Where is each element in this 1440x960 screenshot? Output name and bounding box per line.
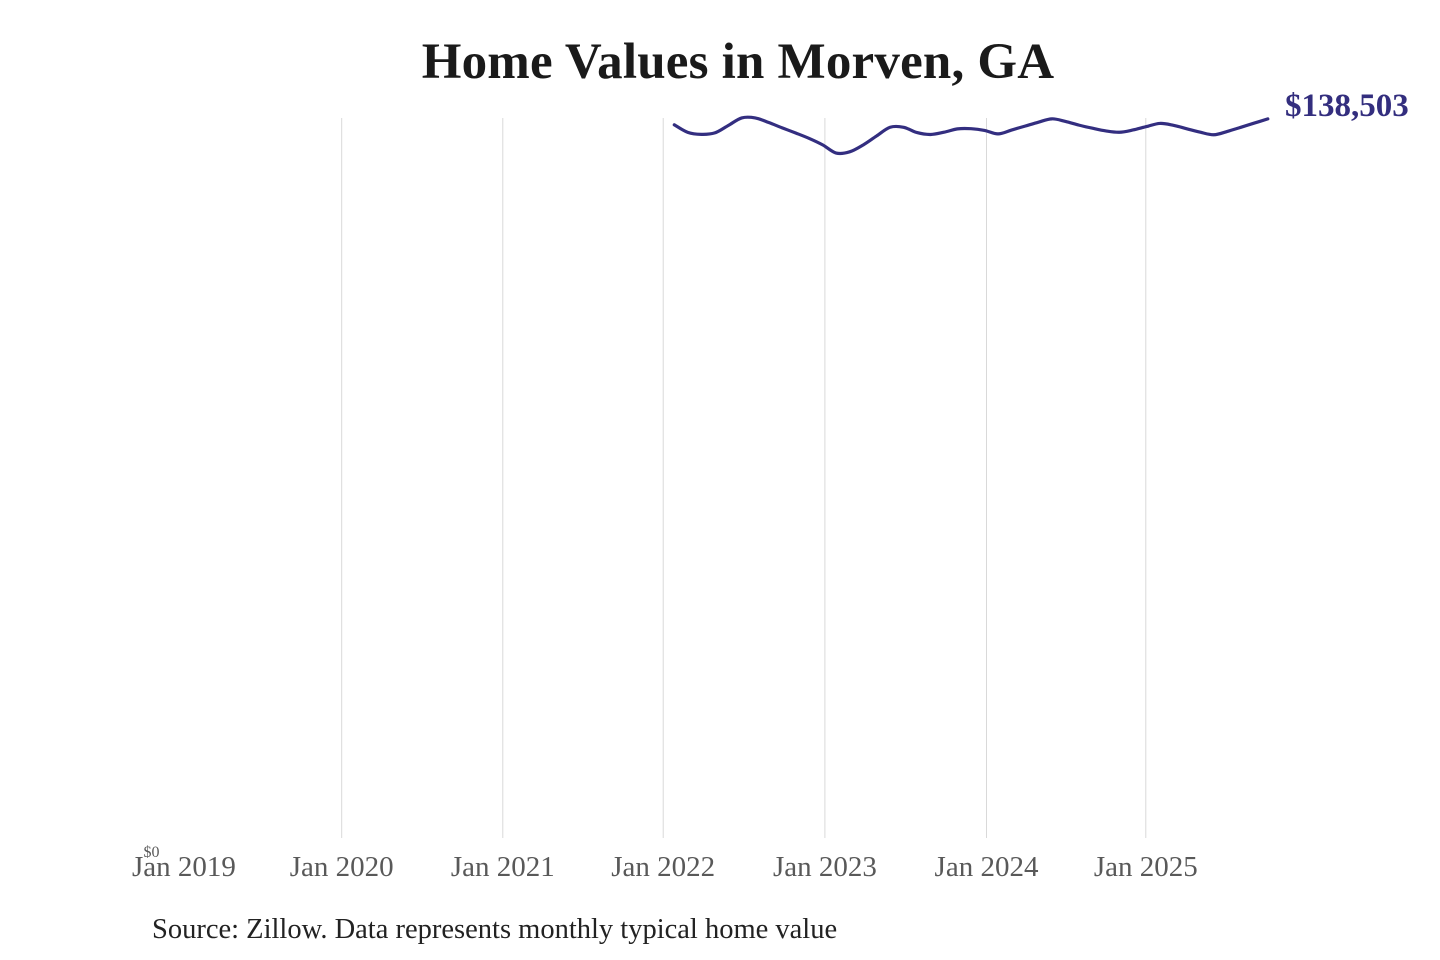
svg-text:Jan 2021: Jan 2021 [451,851,555,883]
svg-text:$138,503: $138,503 [1285,88,1409,124]
svg-text:Jan 2023: Jan 2023 [773,851,877,883]
svg-text:Jan 2022: Jan 2022 [611,851,715,883]
svg-text:Jan 2019: Jan 2019 [132,851,236,883]
svg-text:Jan 2024: Jan 2024 [935,851,1039,883]
svg-text:Jan 2020: Jan 2020 [290,851,394,883]
svg-text:Jan 2025: Jan 2025 [1094,851,1198,883]
